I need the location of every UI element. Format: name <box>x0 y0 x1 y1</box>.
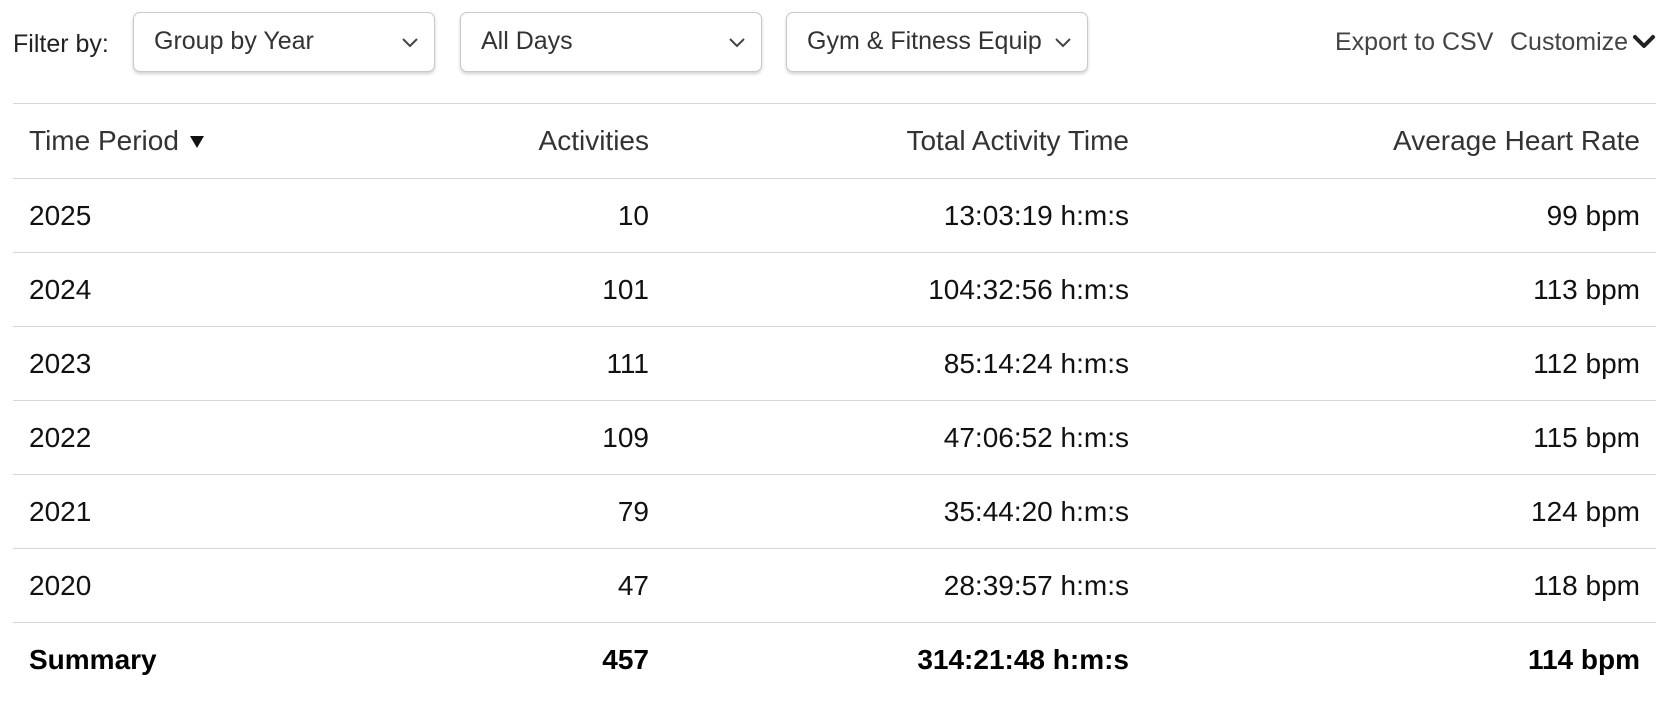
chevron-down-icon <box>402 38 418 48</box>
chevron-down-icon <box>729 38 745 48</box>
cell-activities: 79 <box>617 495 649 527</box>
summary-label: Summary <box>29 643 157 675</box>
header-total-activity-time-label: Total Activity Time <box>906 125 1129 156</box>
cell-time-period: 2021 <box>29 495 92 527</box>
chevron-down-icon <box>1055 38 1071 48</box>
table-row: 2022 109 47:06:52 h:m:s 115 bpm <box>13 401 1656 475</box>
cell-activities: 101 <box>602 273 649 305</box>
table-row: 2020 47 28:39:57 h:m:s 118 bpm <box>13 549 1656 623</box>
cell-time-period: 2022 <box>29 421 92 453</box>
cell-average-heart-rate: 112 bpm <box>1533 347 1640 379</box>
cell-average-heart-rate: 115 bpm <box>1533 421 1640 453</box>
cell-activities: 10 <box>617 199 649 231</box>
table-row: 2024 101 104:32:56 h:m:s 113 bpm <box>13 253 1656 327</box>
filter-toolbar: Filter by: Group by Year All Days Gym & … <box>0 0 1668 90</box>
group-by-select-value: Group by Year <box>154 27 314 55</box>
cell-time-period: 2020 <box>29 569 92 601</box>
summary-average-heart-rate: 114 bpm <box>1527 643 1640 675</box>
header-time-period[interactable]: Time Period <box>13 104 433 179</box>
cell-activities: 111 <box>606 347 649 379</box>
cell-average-heart-rate: 124 bpm <box>1531 495 1640 527</box>
cell-total-activity-time: 47:06:52 h:m:s <box>943 421 1129 453</box>
sort-descending-icon <box>189 136 204 148</box>
table-row: 2025 10 13:03:19 h:m:s 99 bpm <box>13 179 1656 253</box>
cell-total-activity-time: 85:14:24 h:m:s <box>943 347 1129 379</box>
header-total-activity-time[interactable]: Total Activity Time <box>665 104 1145 179</box>
days-select-value: All Days <box>481 27 573 55</box>
activity-stats-table: Time Period Activities Total Activity Ti… <box>13 103 1656 697</box>
cell-activities: 47 <box>617 569 649 601</box>
cell-average-heart-rate: 99 bpm <box>1546 199 1640 231</box>
cell-average-heart-rate: 113 bpm <box>1533 273 1640 305</box>
header-time-period-label: Time Period <box>29 125 179 156</box>
header-activities[interactable]: Activities <box>433 104 665 179</box>
table-row: 2023 111 85:14:24 h:m:s 112 bpm <box>13 327 1656 401</box>
chevron-down-bold-icon <box>1633 35 1656 48</box>
summary-row: Summary 457 314:21:48 h:m:s 114 bpm <box>13 623 1656 697</box>
header-activities-label: Activities <box>538 125 649 156</box>
cell-time-period: 2024 <box>29 273 92 305</box>
export-csv-link[interactable]: Export to CSV <box>1335 28 1494 56</box>
summary-activities: 457 <box>602 643 649 675</box>
cell-activities: 109 <box>602 421 649 453</box>
cell-total-activity-time: 35:44:20 h:m:s <box>943 495 1129 527</box>
table-header-row: Time Period Activities Total Activity Ti… <box>13 103 1656 179</box>
cell-time-period: 2023 <box>29 347 92 379</box>
header-average-heart-rate-label: Average Heart Rate <box>1393 125 1640 156</box>
days-select[interactable]: All Days <box>460 12 762 72</box>
filter-label: Filter by: <box>13 30 109 58</box>
customize-button[interactable]: Customize <box>1510 26 1656 58</box>
equipment-select-value: Gym & Fitness Equipment <box>807 27 1041 55</box>
cell-average-heart-rate: 118 bpm <box>1533 569 1640 601</box>
cell-total-activity-time: 104:32:56 h:m:s <box>928 273 1129 305</box>
cell-time-period: 2025 <box>29 199 92 231</box>
cell-total-activity-time: 28:39:57 h:m:s <box>943 569 1129 601</box>
customize-label: Customize <box>1510 28 1629 56</box>
table-row: 2021 79 35:44:20 h:m:s 124 bpm <box>13 475 1656 549</box>
header-average-heart-rate[interactable]: Average Heart Rate <box>1145 104 1656 179</box>
summary-total-activity-time: 314:21:48 h:m:s <box>917 643 1129 675</box>
equipment-select[interactable]: Gym & Fitness Equipment <box>786 12 1088 72</box>
cell-total-activity-time: 13:03:19 h:m:s <box>943 199 1129 231</box>
group-by-select[interactable]: Group by Year <box>133 12 435 72</box>
